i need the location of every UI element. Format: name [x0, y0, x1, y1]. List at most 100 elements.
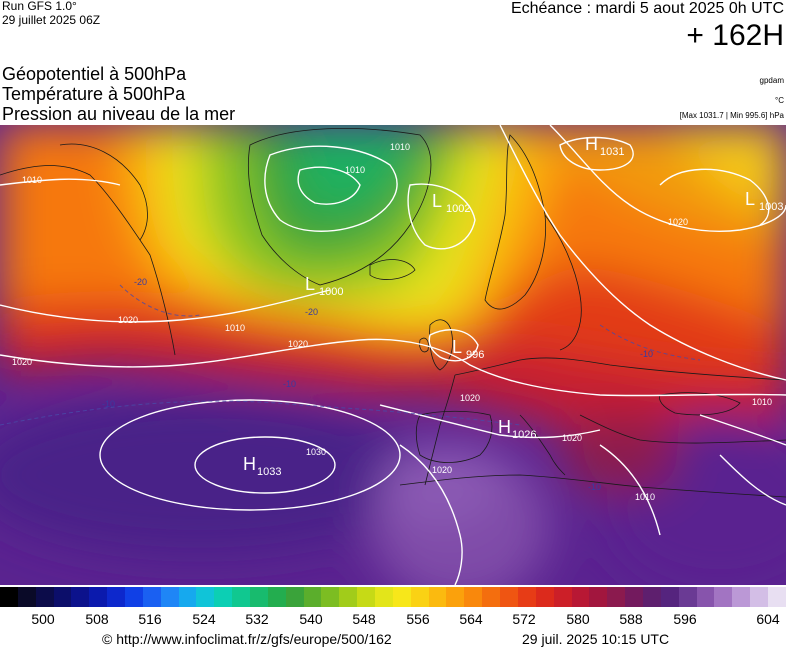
- source-url: © http://www.infoclimat.fr/z/gfs/europe/…: [102, 631, 392, 647]
- svg-text:L: L: [745, 189, 755, 209]
- color-scale-tick-label: 556: [406, 611, 430, 627]
- svg-text:1026: 1026: [512, 429, 536, 441]
- isobar-label: 1030: [306, 447, 326, 457]
- color-scale-swatch: [446, 587, 465, 607]
- color-scale-swatch: [678, 587, 697, 607]
- color-scale-tick-label: 532: [245, 611, 269, 627]
- color-scale-swatch: [267, 587, 286, 607]
- pressure-range: [Max 1031.7 | Min 995.6] hPa: [679, 111, 784, 120]
- color-scale-swatch: [160, 587, 179, 607]
- run-label: Run GFS 1.0°: [2, 0, 77, 13]
- color-scale-swatch: [642, 587, 661, 607]
- generated-timestamp: 29 juil. 2025 10:15 UTC: [522, 631, 670, 647]
- isotherm-label: -10: [283, 379, 296, 389]
- color-scale-swatch: [339, 587, 358, 607]
- color-scale-swatch: [214, 587, 233, 607]
- svg-text:H: H: [585, 134, 598, 154]
- color-scale-tick-label: 564: [459, 611, 483, 627]
- color-scale-swatch: [607, 587, 626, 607]
- isobar-label: 1020: [432, 465, 452, 475]
- color-scale-swatch: [660, 587, 679, 607]
- isobar-label: 1010: [345, 165, 365, 175]
- forecast-valid-time: Echéance : mardi 5 aout 2025 0h UTC: [510, 0, 784, 17]
- color-scale-swatch: [553, 587, 572, 607]
- isobar-label: 1010: [635, 492, 655, 502]
- field-temperature: Température à 500hPa: [2, 84, 186, 104]
- color-scale-swatch: [142, 587, 161, 607]
- temperature-labels: -10 -10 -20 -20 -10 -10: [102, 277, 653, 492]
- color-scale-swatch: [535, 587, 554, 607]
- color-scale-swatch: [517, 587, 536, 607]
- color-scale-swatch: [17, 587, 36, 607]
- color-scale-swatch: [732, 587, 751, 607]
- unit-gpdam: gpdam: [759, 76, 784, 85]
- color-scale-tick-label: 516: [138, 611, 162, 627]
- color-scale-swatch: [392, 587, 411, 607]
- isotherm-label: -10: [102, 399, 115, 409]
- forecast-hour: + 162H: [686, 19, 784, 52]
- color-scale-tick-label: 540: [299, 611, 323, 627]
- svg-text:H: H: [498, 417, 511, 437]
- color-scale-swatch: [178, 587, 197, 607]
- color-scale-tick-label: 604: [756, 611, 780, 627]
- svg-text:H: H: [243, 454, 256, 474]
- svg-text:1033: 1033: [257, 466, 281, 478]
- color-scale-swatch: [464, 587, 483, 607]
- isobar-label: 1010: [752, 397, 772, 407]
- color-scale-tick-label: 572: [512, 611, 536, 627]
- isobar-label: 1010: [390, 142, 410, 152]
- color-scale-swatch: [375, 587, 393, 607]
- color-scale-swatch: [482, 587, 501, 607]
- color-scale-swatch: [53, 587, 72, 607]
- svg-text:L: L: [432, 191, 442, 211]
- isobars: [0, 125, 786, 585]
- color-scale-swatch: [750, 587, 768, 607]
- isobar-label: 1020: [288, 339, 308, 349]
- isotherm-label: -20: [305, 307, 318, 317]
- isobar-label: 1010: [22, 175, 42, 185]
- color-scale-swatch: [767, 587, 786, 607]
- isotherm-label: -10: [640, 349, 653, 359]
- svg-text:1031: 1031: [600, 146, 624, 158]
- color-scale-swatch: [71, 587, 90, 607]
- isobar-label: 1020: [562, 433, 582, 443]
- color-scale-swatch: [500, 587, 518, 607]
- color-scale-swatch: [428, 587, 447, 607]
- color-scale-tick-label: 548: [352, 611, 376, 627]
- color-scale-swatch: [303, 587, 322, 607]
- color-scale-swatch: [625, 587, 643, 607]
- isotherm-label: -20: [134, 277, 147, 287]
- isobar-label: 1020: [460, 393, 480, 403]
- svg-text:1002: 1002: [446, 203, 470, 215]
- coastlines: [0, 128, 786, 498]
- isobar-label: 1020: [118, 315, 138, 325]
- svg-text:L: L: [305, 274, 315, 294]
- color-scale-swatch: [0, 587, 18, 607]
- svg-text:1000: 1000: [319, 286, 343, 298]
- isobar-label: 1010: [225, 323, 245, 333]
- color-scale-tick-label: 508: [85, 611, 109, 627]
- svg-text:996: 996: [466, 349, 484, 361]
- svg-text:1003: 1003: [759, 201, 783, 213]
- color-scale-swatch: [232, 587, 251, 607]
- high-pressure-center: H 1033: [243, 454, 281, 478]
- weather-map: H 1031 L 1002 L 1003 L 1000 L 996 H 1026 H 1033…: [0, 125, 786, 585]
- color-scale-tick-label: 524: [192, 611, 216, 627]
- isobar-labels: 1010 1010 1010 1010 1020 1020 1020 1020 …: [12, 142, 772, 502]
- isotherms: [0, 284, 701, 426]
- color-scale-tick-label: 588: [619, 611, 643, 627]
- color-scale-swatch: [357, 587, 376, 607]
- color-scale-swatch: [696, 587, 715, 607]
- run-date: 29 juillet 2025 06Z: [2, 13, 101, 27]
- isobar-label: 1020: [668, 217, 688, 227]
- color-scale: [0, 587, 786, 607]
- color-scale-swatch: [410, 587, 429, 607]
- color-scale-swatch: [571, 587, 590, 607]
- pressure-centers: H 1031 L 1002 L 1003 L 1000 L 996 H 1026 H 1033: [243, 134, 783, 478]
- color-scale-swatch: [35, 587, 54, 607]
- isotherm-label: -10: [588, 482, 601, 492]
- unit-celsius: °C: [775, 96, 784, 105]
- color-scale-swatch: [89, 587, 108, 607]
- low-pressure-center: L 1003: [745, 189, 783, 213]
- color-scale-tick-label: 580: [566, 611, 590, 627]
